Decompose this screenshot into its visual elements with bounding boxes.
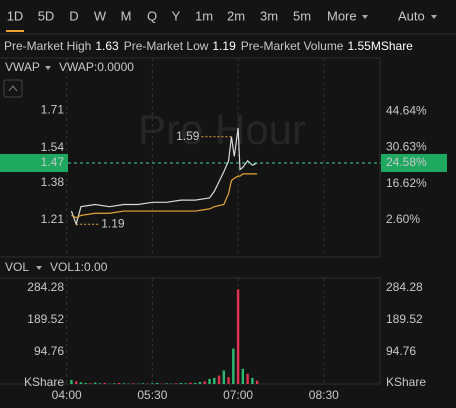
y-tick-label: 1.21 (41, 212, 65, 226)
volume-bar (203, 381, 206, 384)
volume-bar (222, 370, 226, 384)
y-tick-label: 284.28 (27, 280, 64, 294)
volume-bar (213, 377, 216, 384)
auto-arrow (431, 15, 437, 19)
info-value: 1.63 (95, 39, 119, 53)
info-bar: Pre-Market High 1.63 Pre-Market Low 1.19 Pre… (4, 39, 413, 53)
current-pct-box (381, 153, 447, 172)
period-tab[interactable]: 2m (227, 8, 245, 23)
vwap-line (71, 173, 258, 219)
period-tab[interactable]: 5D (38, 8, 55, 23)
volume-bar (94, 382, 97, 384)
current-price-label: 1.47 (41, 155, 65, 169)
legend-arrow (36, 266, 42, 270)
y-tick-label: 94.76 (34, 344, 64, 358)
x-tick-label: 04:00 (52, 388, 82, 402)
volume-bar (246, 373, 249, 384)
period-tab[interactable]: D (69, 8, 78, 23)
x-tick-label: 08:30 (309, 388, 339, 402)
volume-bar (184, 383, 187, 384)
volume-bar (113, 383, 116, 384)
volume-bar (74, 381, 78, 384)
legend-title: VOL (5, 260, 29, 274)
volume-bar (232, 348, 235, 384)
volume-bar (236, 289, 240, 384)
high-label: 1.59 (176, 129, 200, 143)
period-tab[interactable]: 5m (293, 8, 311, 23)
volume-bar (98, 383, 102, 384)
info-value: 1.55MShare (347, 39, 413, 53)
y-tick-label: 189.52 (27, 312, 64, 326)
volume-bar (189, 382, 192, 384)
collapse-icon (8, 85, 18, 92)
x-tick-label: 05:30 (137, 388, 167, 402)
info-value: 1.19 (212, 39, 236, 53)
more-menu[interactable]: More (327, 8, 357, 23)
volume-bar (174, 383, 178, 384)
watermark: Pre Hour (138, 106, 306, 153)
period-tab[interactable]: Y (172, 8, 181, 23)
y-tick-label-right: 94.76 (386, 344, 416, 358)
period-tab[interactable]: 1D (7, 8, 24, 23)
active-tab-underline (6, 30, 24, 32)
legend-value: VOL1:0.00 (50, 260, 108, 274)
info-label: Pre-Market Volume (241, 39, 344, 53)
volume-bar (84, 382, 87, 384)
volume-bar (89, 383, 92, 384)
legend-arrow (45, 66, 51, 70)
volume-bar (103, 382, 106, 384)
volume-bar (179, 382, 183, 384)
legend-title: VWAP (5, 60, 40, 74)
y2-tick-label: 2.60% (386, 212, 420, 226)
period-tab[interactable]: Q (147, 8, 157, 23)
volume-bar (141, 383, 145, 384)
low-label: 1.19 (101, 216, 125, 230)
volume-bar (70, 379, 73, 384)
volume-bar (165, 383, 168, 384)
y-tick-label: 1.54 (41, 140, 65, 154)
price-line (70, 127, 258, 227)
period-tab[interactable]: 1m (195, 8, 213, 23)
info-label: Pre-Market Low (124, 39, 209, 53)
x-tick-label: 07:00 (223, 388, 253, 402)
info-label: Pre-Market High (4, 39, 91, 53)
period-tab[interactable]: 3m (260, 8, 278, 23)
volume-bar (79, 382, 83, 384)
volume-bar (151, 383, 154, 384)
y-tick-label-right: 189.52 (386, 312, 423, 326)
volume-bar (217, 375, 221, 384)
auto-menu[interactable]: Auto (398, 8, 425, 23)
volume-bar (227, 377, 230, 384)
volume-bar (255, 380, 259, 384)
volume-bar (132, 383, 135, 384)
volume-bar (198, 381, 202, 384)
y2-tick-label: 30.63% (386, 140, 427, 154)
period-tab[interactable]: M (121, 8, 132, 23)
period-tab[interactable]: W (94, 8, 107, 23)
unit-label-right: KShare (386, 375, 426, 389)
volume-bar (194, 382, 197, 384)
legend-value: VWAP:0.0000 (59, 60, 134, 74)
y-tick-label: 1.71 (41, 103, 65, 117)
y2-tick-label: 16.62% (386, 176, 427, 190)
more-arrow (362, 15, 368, 19)
volume-bar (155, 382, 159, 384)
volume-bar (122, 383, 126, 384)
volume-bar (241, 368, 245, 384)
collapse-button[interactable] (3, 79, 23, 98)
y-tick-label: 1.38 (41, 175, 65, 189)
volume-bar (208, 378, 211, 384)
volume-bar (251, 377, 254, 384)
current-pct-label: 24.58% (386, 155, 427, 169)
y-tick-label-right: 284.28 (386, 280, 423, 294)
unit-label: KShare (24, 375, 64, 389)
current-price-box (0, 153, 68, 172)
volume-bar (117, 382, 121, 384)
y2-tick-label: 44.64% (386, 104, 427, 118)
